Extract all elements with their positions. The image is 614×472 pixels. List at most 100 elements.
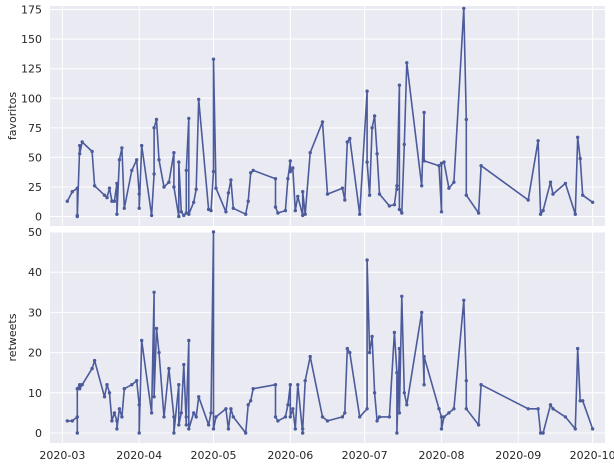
data-point: [308, 354, 312, 359]
data-point: [229, 178, 233, 182]
data-point: [154, 117, 159, 122]
data-point: [249, 399, 253, 403]
y-axis-label: favoritos: [6, 92, 19, 140]
data-point: [152, 172, 156, 176]
data-point: [439, 415, 444, 419]
y-tick-label: 125: [21, 63, 42, 76]
data-point: [590, 200, 595, 204]
data-point: [177, 423, 181, 427]
data-point: [211, 427, 216, 431]
data-point: [179, 411, 183, 415]
data-point: [365, 407, 369, 411]
data-point: [392, 203, 397, 207]
data-point: [578, 399, 582, 403]
data-point: [122, 206, 127, 210]
data-point: [209, 411, 213, 415]
data-point: [581, 399, 585, 403]
data-point: [172, 151, 176, 155]
data-point: [192, 411, 196, 415]
data-point: [251, 387, 255, 391]
y-tick-label: 50: [28, 151, 42, 164]
data-point: [78, 143, 82, 148]
data-point: [447, 186, 451, 190]
data-point: [367, 350, 372, 355]
data-point: [303, 212, 307, 216]
data-point: [117, 407, 122, 411]
data-point: [296, 383, 300, 387]
data-point: [78, 152, 82, 156]
data-point: [283, 208, 288, 213]
data-point: [563, 181, 568, 186]
data-point: [377, 415, 382, 419]
data-point: [157, 158, 161, 162]
data-point: [110, 419, 114, 423]
data-point: [273, 177, 278, 181]
data-point: [370, 334, 374, 339]
data-point: [439, 427, 444, 431]
data-point: [288, 169, 292, 174]
data-point: [422, 354, 426, 359]
data-point: [224, 210, 228, 214]
data-point: [464, 379, 468, 383]
data-point: [92, 358, 97, 363]
data-point: [251, 168, 255, 173]
data-point: [179, 210, 183, 214]
data-point: [395, 371, 399, 375]
data-point: [397, 411, 402, 415]
data-point: [541, 431, 545, 435]
data-point: [365, 258, 369, 262]
data-point: [211, 57, 216, 61]
data-point: [308, 151, 312, 155]
data-point: [80, 383, 84, 387]
data-point: [105, 383, 109, 387]
data-point: [117, 158, 122, 162]
data-point: [464, 407, 468, 411]
data-point: [80, 140, 84, 144]
y-tick-label: 100: [21, 92, 42, 105]
y-tick-label: 0: [35, 211, 42, 224]
x-tick-label: 2020-05: [191, 449, 237, 462]
data-point: [102, 193, 107, 197]
data-point: [437, 164, 441, 168]
data-point: [167, 366, 171, 371]
data-point: [78, 387, 82, 391]
data-point: [122, 387, 127, 391]
data-point: [214, 415, 218, 419]
data-point: [120, 415, 124, 419]
data-point: [288, 383, 292, 387]
data-point: [400, 211, 404, 215]
data-point: [590, 427, 595, 431]
data-point: [405, 403, 409, 407]
data-point: [420, 184, 424, 188]
data-point: [246, 403, 250, 407]
data-point: [447, 411, 451, 415]
data-point: [397, 346, 402, 351]
data-point: [536, 407, 540, 411]
data-point: [402, 391, 406, 395]
data-point: [541, 208, 545, 213]
data-point: [301, 190, 305, 194]
data-point: [172, 431, 176, 435]
plot-background: [50, 232, 605, 443]
data-point: [135, 379, 139, 383]
data-point: [209, 208, 213, 213]
data-point: [375, 152, 379, 156]
data-point: [157, 350, 161, 355]
data-point: [367, 193, 372, 197]
data-point: [548, 180, 553, 184]
data-point: [224, 407, 228, 411]
panel-favoritos: 0 25 50 75 100 125 150 175 favoritos: [6, 4, 605, 226]
data-point: [197, 395, 201, 399]
x-tick-label: 2020-06: [267, 449, 313, 462]
data-point: [291, 407, 295, 411]
data-point: [249, 171, 253, 175]
data-point: [149, 411, 154, 415]
data-point: [343, 198, 347, 202]
data-point: [370, 126, 374, 130]
data-point: [152, 395, 156, 399]
data-point: [395, 431, 399, 435]
data-point: [365, 160, 369, 164]
data-point: [162, 415, 166, 419]
data-point: [177, 383, 181, 387]
x-tick-label: 2020-04: [116, 449, 162, 462]
